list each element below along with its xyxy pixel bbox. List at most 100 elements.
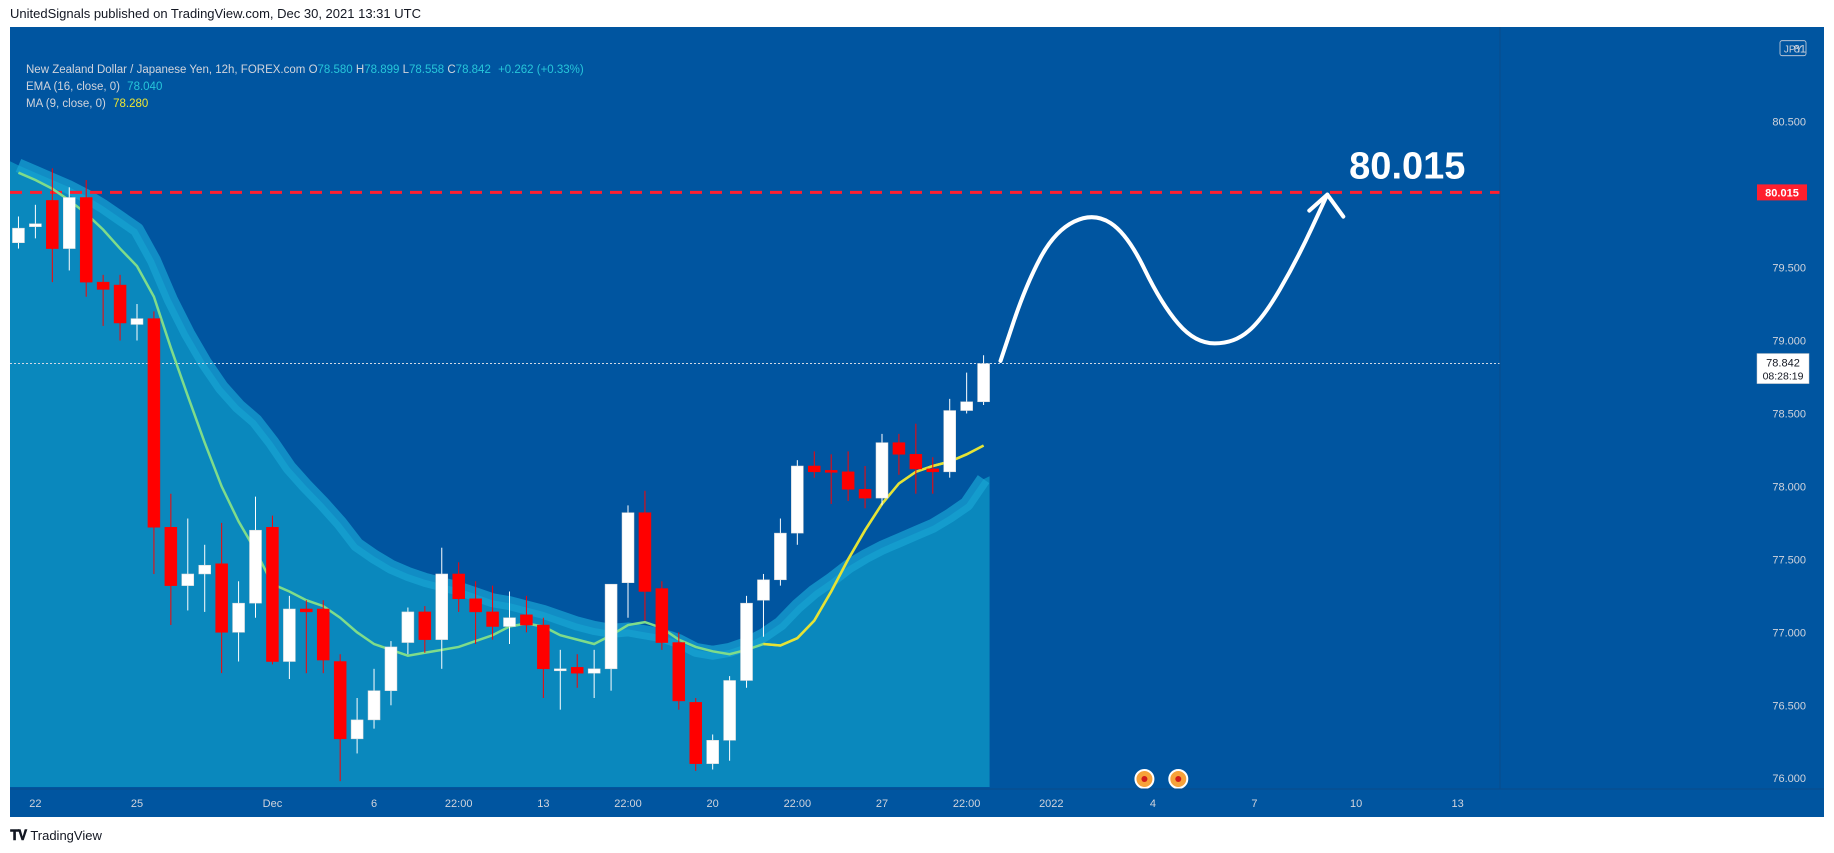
current-price-tag <box>1756 353 1810 384</box>
ema-cloud-area <box>10 161 990 787</box>
candle-body <box>808 465 821 473</box>
candle-body <box>46 200 59 249</box>
x-tick-label: Dec <box>263 798 283 810</box>
candle-body <box>554 668 567 672</box>
tradingview-logo-icon: 𝐓𝐕 <box>10 827 27 843</box>
x-tick-label: 22:00 <box>784 798 812 810</box>
candle-body <box>621 512 635 583</box>
candle-body <box>96 281 110 290</box>
candle-body <box>774 532 787 581</box>
candle-body <box>469 598 482 613</box>
candle-body <box>215 563 228 633</box>
candle-body <box>130 318 144 325</box>
current-price-tag-label: 78.842 <box>1766 358 1800 370</box>
candle-body <box>333 661 347 740</box>
candle-body <box>503 617 516 627</box>
candle-body <box>757 579 770 601</box>
candle-body <box>943 410 956 473</box>
chart-panel[interactable]: 80.0158180.50080.00079.50079.00078.50078… <box>10 27 1824 817</box>
y-tick-label: 78.500 <box>1772 408 1806 420</box>
x-tick-label: 2022 <box>1039 798 1063 810</box>
projection-arrow-path <box>998 192 1330 363</box>
candle-body <box>909 454 923 470</box>
y-tick-label: 79.500 <box>1772 263 1806 275</box>
legend-ohlc-h-value: 78.899 <box>364 64 400 76</box>
publisher-line: UnitedSignals published on TradingView.c… <box>10 6 421 21</box>
x-tick-label: 6 <box>371 798 377 810</box>
candle-body <box>113 284 127 324</box>
legend-ma-value: 78.280 <box>113 98 149 110</box>
y-tick-label: 79.000 <box>1772 336 1806 348</box>
target-big-label: 80.015 <box>1349 145 1465 187</box>
x-tick-label: 7 <box>1251 798 1257 810</box>
candle-body <box>926 468 940 473</box>
y-tick-label: 76.500 <box>1772 700 1806 712</box>
chart-legend: New Zealand Dollar / Japanese Yen, 12h, … <box>26 62 584 113</box>
candle-body <box>486 611 499 627</box>
candle-body <box>892 442 906 455</box>
legend-ohlc-h-label: H <box>352 64 365 76</box>
x-tick-label: 22 <box>29 798 41 810</box>
candle-body <box>316 608 330 661</box>
candle-body <box>181 573 195 586</box>
candle-body <box>723 680 736 741</box>
tradingview-footer[interactable]: 𝐓𝐕 TradingView <box>10 827 102 844</box>
ema-cloud-edge <box>15 158 990 660</box>
x-tick-label: 25 <box>131 798 143 810</box>
legend-ema-label: EMA (16, close, 0) <box>26 81 120 93</box>
legend-ohlc-l-label: L <box>399 64 409 76</box>
price-axis <box>1500 27 1824 817</box>
candle-body <box>12 227 25 243</box>
currency-label: JPY <box>1784 45 1803 56</box>
candle-body <box>537 624 550 670</box>
legend-ohlc-c-label: C <box>444 64 456 76</box>
legend-symbol: New Zealand Dollar / Japanese Yen, 12h, … <box>26 64 306 76</box>
event-marker-dot <box>1141 776 1148 782</box>
candle-body <box>79 197 93 283</box>
candle-body <box>638 512 652 592</box>
candle-body <box>164 527 178 586</box>
legend-ma-label: MA (9, close, 0) <box>26 98 106 110</box>
legend-ohlc-o-label: O <box>308 64 318 76</box>
candle-body <box>960 401 973 411</box>
x-tick-label: 13 <box>537 798 549 810</box>
projection-arrowhead-icon <box>1307 192 1346 219</box>
candle-body <box>570 667 584 674</box>
candle-body <box>435 573 449 640</box>
candle-body <box>977 363 990 403</box>
candle-body <box>858 489 872 499</box>
legend-change: +0.262 (+0.33%) <box>498 64 584 76</box>
y-tick-label: 77.000 <box>1772 627 1806 639</box>
legend-ema-value: 78.040 <box>127 81 163 93</box>
countdown-label: 08:28:19 <box>1763 371 1804 383</box>
x-tick-label: 4 <box>1150 798 1156 810</box>
target-price-tag <box>1757 184 1807 201</box>
x-tick-label: 20 <box>707 798 719 810</box>
candle-body <box>841 471 855 490</box>
time-axis <box>10 789 1824 817</box>
candle-body <box>300 608 313 613</box>
candle-body <box>384 646 398 691</box>
x-tick-label: 22:00 <box>445 798 473 810</box>
event-marker-dot <box>1175 776 1182 782</box>
candle-body <box>198 564 211 575</box>
x-tick-label: 27 <box>876 798 888 810</box>
price-chart[interactable]: 80.0158180.50080.00079.50079.00078.50078… <box>10 27 1824 817</box>
candle-body <box>147 318 161 528</box>
currency-box <box>1779 40 1807 57</box>
candle-body <box>655 588 669 643</box>
legend-symbol-row: New Zealand Dollar / Japanese Yen, 12h, … <box>26 62 584 79</box>
candle-body <box>791 465 804 534</box>
candle-body <box>706 740 719 764</box>
tradingview-brand-label: TradingView <box>30 828 102 843</box>
candle-body <box>418 611 432 640</box>
legend-ma-row[interactable]: MA (9, close, 0) 78.280 <box>26 96 584 113</box>
legend-ema-row[interactable]: EMA (16, close, 0) 78.040 <box>26 79 584 96</box>
candle-body <box>367 690 381 721</box>
x-tick-label: 22:00 <box>953 798 981 810</box>
candle-body <box>520 614 533 626</box>
y-tick-label: 81 <box>1794 44 1806 56</box>
candle-body <box>452 573 465 600</box>
candle-body <box>401 611 415 643</box>
x-tick-label: 13 <box>1452 798 1464 810</box>
